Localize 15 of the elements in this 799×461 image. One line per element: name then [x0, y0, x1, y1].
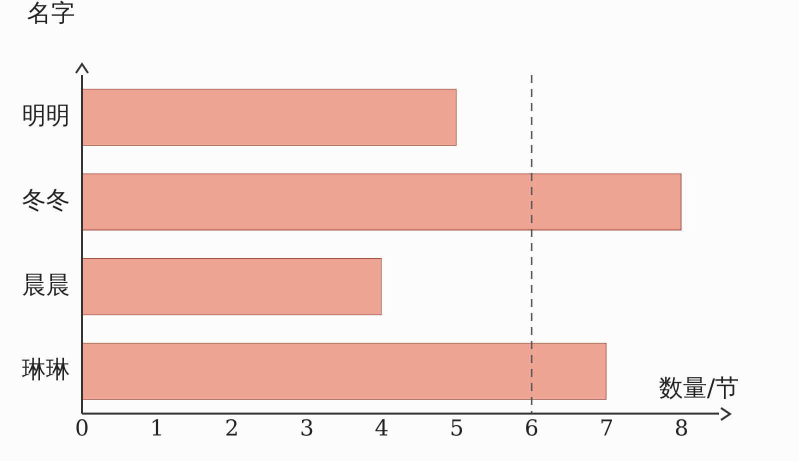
y-axis-title: 名字 — [27, 0, 75, 29]
y-tick-label: 琳琳 — [22, 356, 70, 384]
x-tick-label: 8 — [674, 416, 689, 442]
x-tick-label: 7 — [600, 416, 614, 442]
x-tick-label: 1 — [150, 416, 164, 442]
x-tick-label: 4 — [374, 416, 389, 442]
x-tick-label: 3 — [300, 416, 314, 442]
x-tick-label: 5 — [450, 416, 464, 442]
x-axis-title: 数量/节 — [659, 372, 740, 404]
x-tick-label: 2 — [224, 416, 239, 442]
y-tick-label: 冬冬 — [22, 186, 70, 214]
x-tick-label: 6 — [524, 416, 539, 442]
y-tick-label: 明明 — [22, 102, 70, 130]
y-tick-label: 晨晨 — [22, 270, 70, 299]
x-tick-label: 0 — [75, 416, 89, 442]
